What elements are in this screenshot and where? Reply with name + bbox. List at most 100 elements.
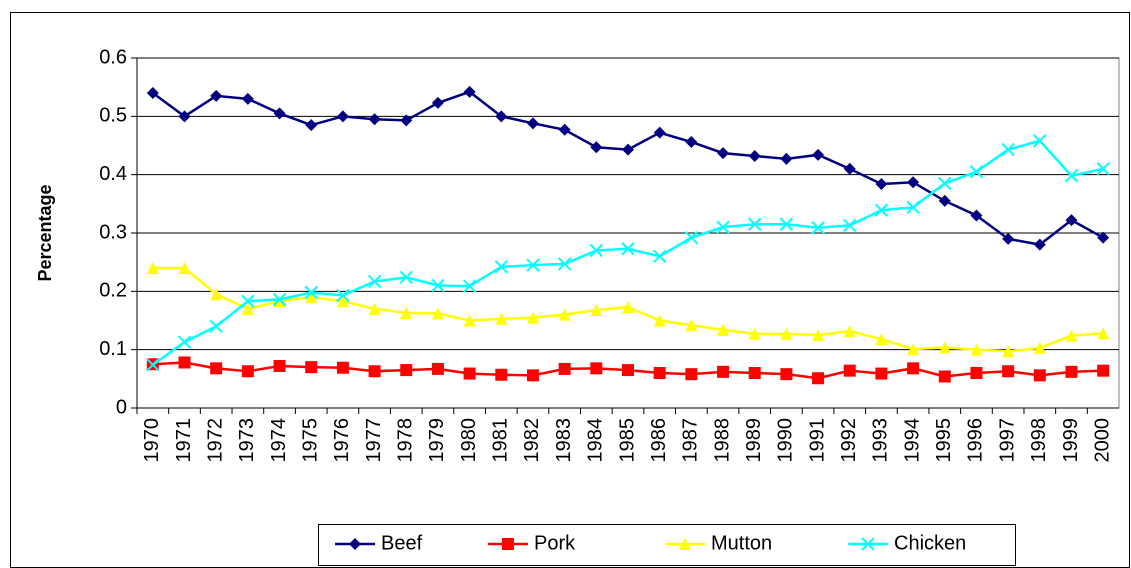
marker — [241, 294, 255, 308]
x-tick-label: 1985 — [616, 418, 638, 463]
marker — [970, 209, 983, 222]
marker — [875, 367, 888, 380]
marker — [495, 368, 508, 381]
marker — [907, 362, 920, 375]
x-tick-label: 1997 — [996, 418, 1018, 463]
legend-marker — [861, 537, 875, 551]
marker — [811, 221, 825, 235]
marker — [431, 278, 445, 293]
marker — [684, 230, 699, 245]
marker — [970, 343, 983, 356]
x-tick-label: 1988 — [711, 418, 733, 463]
x-tick-label: 1982 — [521, 418, 543, 463]
marker — [812, 148, 825, 161]
x-tick-label: 1980 — [458, 418, 480, 463]
marker — [1002, 365, 1015, 378]
marker — [526, 369, 539, 382]
y-tick-label: 0.5 — [99, 105, 127, 127]
marker — [336, 295, 349, 308]
marker — [717, 147, 730, 160]
marker — [462, 279, 477, 293]
marker — [209, 319, 223, 334]
marker — [938, 194, 951, 207]
legend: Beef Pork Mutton Chicken — [318, 524, 1016, 566]
marker — [1065, 329, 1078, 342]
x-tick-label: 1970 — [141, 418, 163, 463]
x-tick-label: 1984 — [585, 418, 607, 463]
x-tick-label: 1971 — [173, 418, 195, 463]
marker — [495, 110, 508, 123]
legend-label: Beef — [381, 532, 423, 554]
marker — [875, 333, 888, 346]
marker — [717, 365, 730, 378]
marker — [938, 341, 951, 354]
x-tick-label: 1974 — [268, 418, 290, 463]
marker — [399, 270, 413, 285]
x-tick-label: 1989 — [743, 418, 765, 463]
x-tick-label: 1983 — [553, 418, 575, 463]
legend-marker — [349, 538, 361, 550]
marker — [146, 87, 159, 99]
marker — [1064, 169, 1079, 183]
marker — [495, 312, 508, 325]
marker — [305, 291, 318, 304]
x-tick-label: 1987 — [680, 418, 702, 463]
marker — [273, 360, 286, 372]
marker — [970, 367, 983, 379]
marker — [273, 295, 286, 308]
marker — [368, 365, 381, 378]
marker — [305, 361, 318, 374]
marker — [621, 242, 635, 256]
y-tick-label: 0.4 — [99, 163, 127, 185]
legend-label: Pork — [534, 532, 576, 554]
marker — [969, 165, 984, 179]
marker — [748, 327, 761, 340]
marker — [907, 176, 920, 189]
x-tick-label: 1994 — [901, 418, 923, 463]
x-tick-label: 1981 — [490, 418, 512, 463]
marker — [241, 302, 254, 315]
marker — [653, 367, 666, 379]
marker — [272, 292, 287, 307]
y-tick-label: 0.3 — [99, 221, 127, 243]
x-tick-label: 1995 — [933, 418, 955, 463]
marker — [1033, 341, 1046, 354]
marker — [305, 119, 318, 132]
marker — [336, 361, 349, 374]
marker — [431, 307, 444, 320]
marker — [590, 141, 603, 154]
marker — [368, 113, 381, 126]
marker — [590, 362, 603, 375]
marker — [526, 258, 540, 272]
marker — [336, 110, 349, 123]
marker — [843, 364, 856, 377]
x-tick-label: 1990 — [775, 418, 797, 463]
marker — [1097, 231, 1110, 244]
marker — [400, 114, 413, 127]
marker — [367, 274, 382, 289]
y-tick-label: 0.1 — [99, 338, 127, 360]
marker — [589, 243, 604, 258]
marker — [748, 367, 761, 379]
marker — [748, 150, 761, 162]
marker — [1097, 327, 1110, 340]
marker — [1033, 238, 1046, 251]
marker — [146, 262, 159, 274]
marker — [146, 358, 160, 372]
legend-label: Mutton — [711, 532, 772, 554]
marker — [1033, 369, 1046, 382]
x-tick-label: 1986 — [648, 418, 670, 463]
y-tick-label: 0.2 — [99, 280, 127, 302]
marker — [843, 325, 856, 337]
x-tick-label: 1998 — [1028, 418, 1050, 463]
marker — [938, 370, 951, 383]
marker — [622, 364, 634, 377]
x-tick-label: 1991 — [806, 418, 828, 463]
marker — [779, 217, 794, 231]
x-tick-label: 1978 — [395, 418, 417, 463]
marker — [558, 123, 571, 136]
marker — [653, 314, 666, 327]
marker — [875, 178, 888, 190]
marker — [210, 288, 223, 301]
